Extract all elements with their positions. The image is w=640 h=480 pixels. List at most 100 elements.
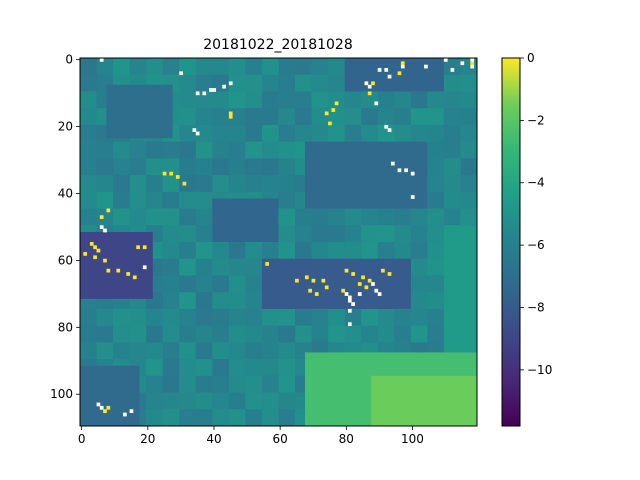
heatmap-cell bbox=[212, 124, 230, 142]
saturated-pixel bbox=[371, 81, 375, 86]
heatmap-cell bbox=[377, 308, 395, 326]
saturated-pixel bbox=[295, 278, 299, 283]
saturated-pixel bbox=[169, 171, 174, 176]
heatmap-cell bbox=[410, 242, 428, 260]
heatmap-cell bbox=[278, 225, 296, 243]
heatmap-cell bbox=[179, 242, 197, 260]
heatmap-cell bbox=[96, 58, 114, 76]
saturated-pixel bbox=[381, 268, 385, 273]
heatmap-cell bbox=[245, 141, 263, 159]
heatmap-cell bbox=[261, 158, 279, 176]
nodata-pixel bbox=[443, 58, 448, 62]
heatmap-cell bbox=[427, 225, 445, 243]
heatmap-cell bbox=[410, 91, 428, 109]
nodata-pixel bbox=[192, 128, 197, 132]
heatmap-cell bbox=[410, 308, 428, 326]
heatmap-cell bbox=[295, 91, 312, 109]
saturated-pixel bbox=[324, 111, 329, 116]
heatmap-cell bbox=[410, 275, 428, 293]
heatmap-cell bbox=[80, 74, 97, 92]
saturated-pixel bbox=[93, 255, 97, 260]
heatmap-cell bbox=[311, 225, 329, 243]
colorbar-tick-label: −2 bbox=[527, 113, 545, 127]
heatmap-cell bbox=[80, 91, 97, 109]
heatmap-cell bbox=[162, 242, 180, 260]
heatmap-cell bbox=[80, 124, 97, 142]
heatmap-cell bbox=[212, 359, 230, 377]
saturated-pixel bbox=[361, 275, 365, 280]
heatmap-cell bbox=[311, 58, 329, 76]
nodata-pixel bbox=[99, 58, 104, 62]
heatmap-cell bbox=[328, 225, 345, 243]
saturated-pixel bbox=[341, 288, 346, 293]
x-tick-label: 20 bbox=[140, 432, 155, 446]
saturated-pixel bbox=[334, 101, 339, 106]
heatmap-cell bbox=[278, 191, 296, 209]
saturated-pixel bbox=[351, 272, 355, 276]
heatmap-cell bbox=[261, 392, 279, 410]
heatmap-cell bbox=[162, 275, 180, 293]
heatmap-cell bbox=[245, 58, 263, 76]
heatmap-cell bbox=[146, 409, 164, 426]
heatmap-cell bbox=[427, 242, 445, 260]
heatmap-cell bbox=[261, 108, 279, 126]
heatmap-cell bbox=[162, 225, 180, 243]
heatmap-cell bbox=[377, 108, 395, 126]
heatmap-cell bbox=[460, 208, 477, 226]
heatmap-cell bbox=[245, 308, 263, 326]
heatmap-cell bbox=[195, 58, 213, 76]
saturated-pixel bbox=[367, 278, 372, 283]
heatmap-cell bbox=[195, 108, 213, 126]
heatmap-cell bbox=[228, 292, 246, 310]
heatmap-cell bbox=[295, 58, 312, 76]
heatmap-cell bbox=[427, 191, 445, 209]
heatmap-cell bbox=[328, 91, 345, 109]
heatmap-cell bbox=[278, 58, 296, 76]
heatmap-cell bbox=[245, 74, 263, 92]
heatmap-cell bbox=[278, 308, 296, 326]
heatmap-cell bbox=[328, 242, 345, 260]
heatmap-cell bbox=[278, 392, 296, 410]
heatmap-cell bbox=[179, 225, 197, 243]
heatmap-region bbox=[80, 365, 140, 426]
heatmap-cell bbox=[361, 91, 379, 109]
heatmap-cell bbox=[377, 208, 395, 226]
heatmap-cell bbox=[377, 325, 395, 343]
heatmap-cell bbox=[179, 208, 197, 226]
nodata-pixel bbox=[222, 84, 226, 89]
heatmap-cell bbox=[278, 108, 296, 126]
saturated-pixel bbox=[265, 262, 269, 266]
saturated-pixel bbox=[331, 108, 336, 112]
heatmap-cell bbox=[113, 191, 130, 209]
heatmap-cell bbox=[228, 359, 246, 377]
heatmap-cell bbox=[195, 359, 213, 377]
heatmap-cell bbox=[278, 342, 296, 360]
heatmap-cell bbox=[443, 74, 461, 92]
heatmap-cell bbox=[80, 108, 97, 126]
nodata-pixel bbox=[228, 81, 233, 86]
heatmap-cell bbox=[245, 325, 263, 343]
heatmap-cell bbox=[146, 175, 164, 193]
heatmap-cell bbox=[344, 325, 362, 343]
heatmap-cell bbox=[410, 292, 428, 310]
heatmap-cell bbox=[162, 359, 180, 377]
saturated-pixel bbox=[175, 175, 180, 179]
heatmap-cell bbox=[245, 158, 263, 176]
nodata-pixel bbox=[202, 91, 207, 96]
heatmap-cell bbox=[394, 308, 412, 326]
heatmap-region bbox=[106, 84, 173, 139]
nodata-pixel bbox=[410, 171, 415, 176]
saturated-pixel bbox=[321, 278, 326, 283]
heatmap-cell bbox=[344, 124, 362, 142]
heatmap-cell bbox=[460, 191, 477, 209]
nodata-pixel bbox=[347, 295, 352, 300]
heatmap-cell bbox=[146, 359, 164, 377]
heatmap-cell bbox=[460, 74, 477, 92]
heatmap-cell bbox=[427, 292, 445, 310]
heatmap-cell bbox=[228, 74, 246, 92]
heatmap-cell bbox=[228, 242, 246, 260]
heatmap-cell bbox=[460, 158, 477, 176]
heatmap-cell bbox=[245, 292, 263, 310]
saturated-pixel bbox=[397, 71, 402, 76]
heatmap-cell bbox=[460, 91, 477, 109]
